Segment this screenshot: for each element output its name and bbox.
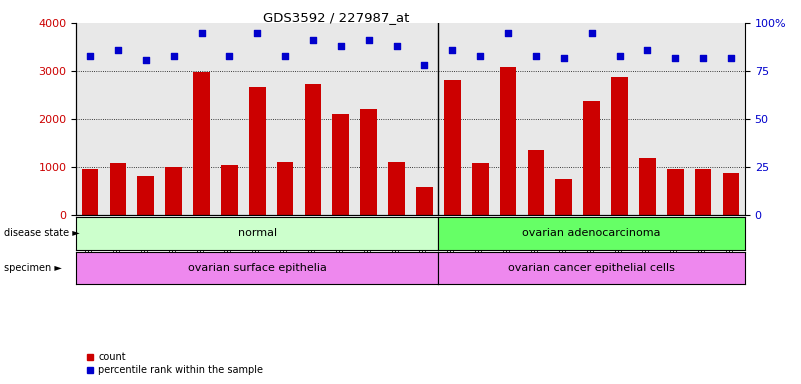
Bar — [500, 67, 517, 215]
Text: ovarian cancer epithelial cells: ovarian cancer epithelial cells — [508, 263, 675, 273]
Text: specimen ►: specimen ► — [4, 263, 62, 273]
Bar — [444, 80, 461, 215]
Point — [251, 30, 264, 36]
Text: GDS3592 / 227987_at: GDS3592 / 227987_at — [264, 12, 409, 25]
Point — [446, 47, 459, 53]
Point — [557, 55, 570, 61]
Point — [669, 55, 682, 61]
Point — [307, 37, 320, 43]
Point — [501, 30, 514, 36]
Point — [111, 47, 124, 53]
Bar — [165, 167, 182, 215]
Text: ovarian adenocarcinoma: ovarian adenocarcinoma — [522, 228, 661, 238]
Bar — [583, 101, 600, 215]
Bar — [639, 158, 656, 215]
Text: normal: normal — [238, 228, 277, 238]
Bar — [528, 150, 545, 215]
Point — [529, 53, 542, 59]
Point — [418, 62, 431, 68]
Point — [586, 30, 598, 36]
Bar — [694, 169, 711, 215]
Bar — [723, 173, 739, 215]
Bar — [277, 162, 293, 215]
Bar — [555, 179, 572, 215]
Point — [390, 43, 403, 49]
Bar — [249, 88, 266, 215]
Point — [335, 43, 348, 49]
Bar — [667, 169, 683, 215]
Bar — [82, 169, 99, 215]
Bar — [138, 176, 154, 215]
Bar — [110, 163, 127, 215]
Bar — [472, 163, 489, 215]
Text: disease state ►: disease state ► — [4, 228, 80, 238]
Text: ovarian surface epithelia: ovarian surface epithelia — [187, 263, 327, 273]
Point — [725, 55, 738, 61]
Point — [362, 37, 375, 43]
Point — [167, 53, 180, 59]
Point — [473, 53, 486, 59]
Bar — [360, 109, 377, 215]
Point — [223, 53, 235, 59]
Bar — [416, 187, 433, 215]
Legend: count, percentile rank within the sample: count, percentile rank within the sample — [81, 348, 268, 379]
Point — [83, 53, 96, 59]
Point — [139, 56, 152, 63]
Bar — [611, 77, 628, 215]
Point — [279, 53, 292, 59]
Bar — [388, 162, 405, 215]
Bar — [332, 114, 349, 215]
Bar — [304, 84, 321, 215]
Bar — [221, 165, 238, 215]
Point — [195, 30, 208, 36]
Point — [641, 47, 654, 53]
Point — [613, 53, 626, 59]
Bar — [193, 73, 210, 215]
Point — [697, 55, 710, 61]
